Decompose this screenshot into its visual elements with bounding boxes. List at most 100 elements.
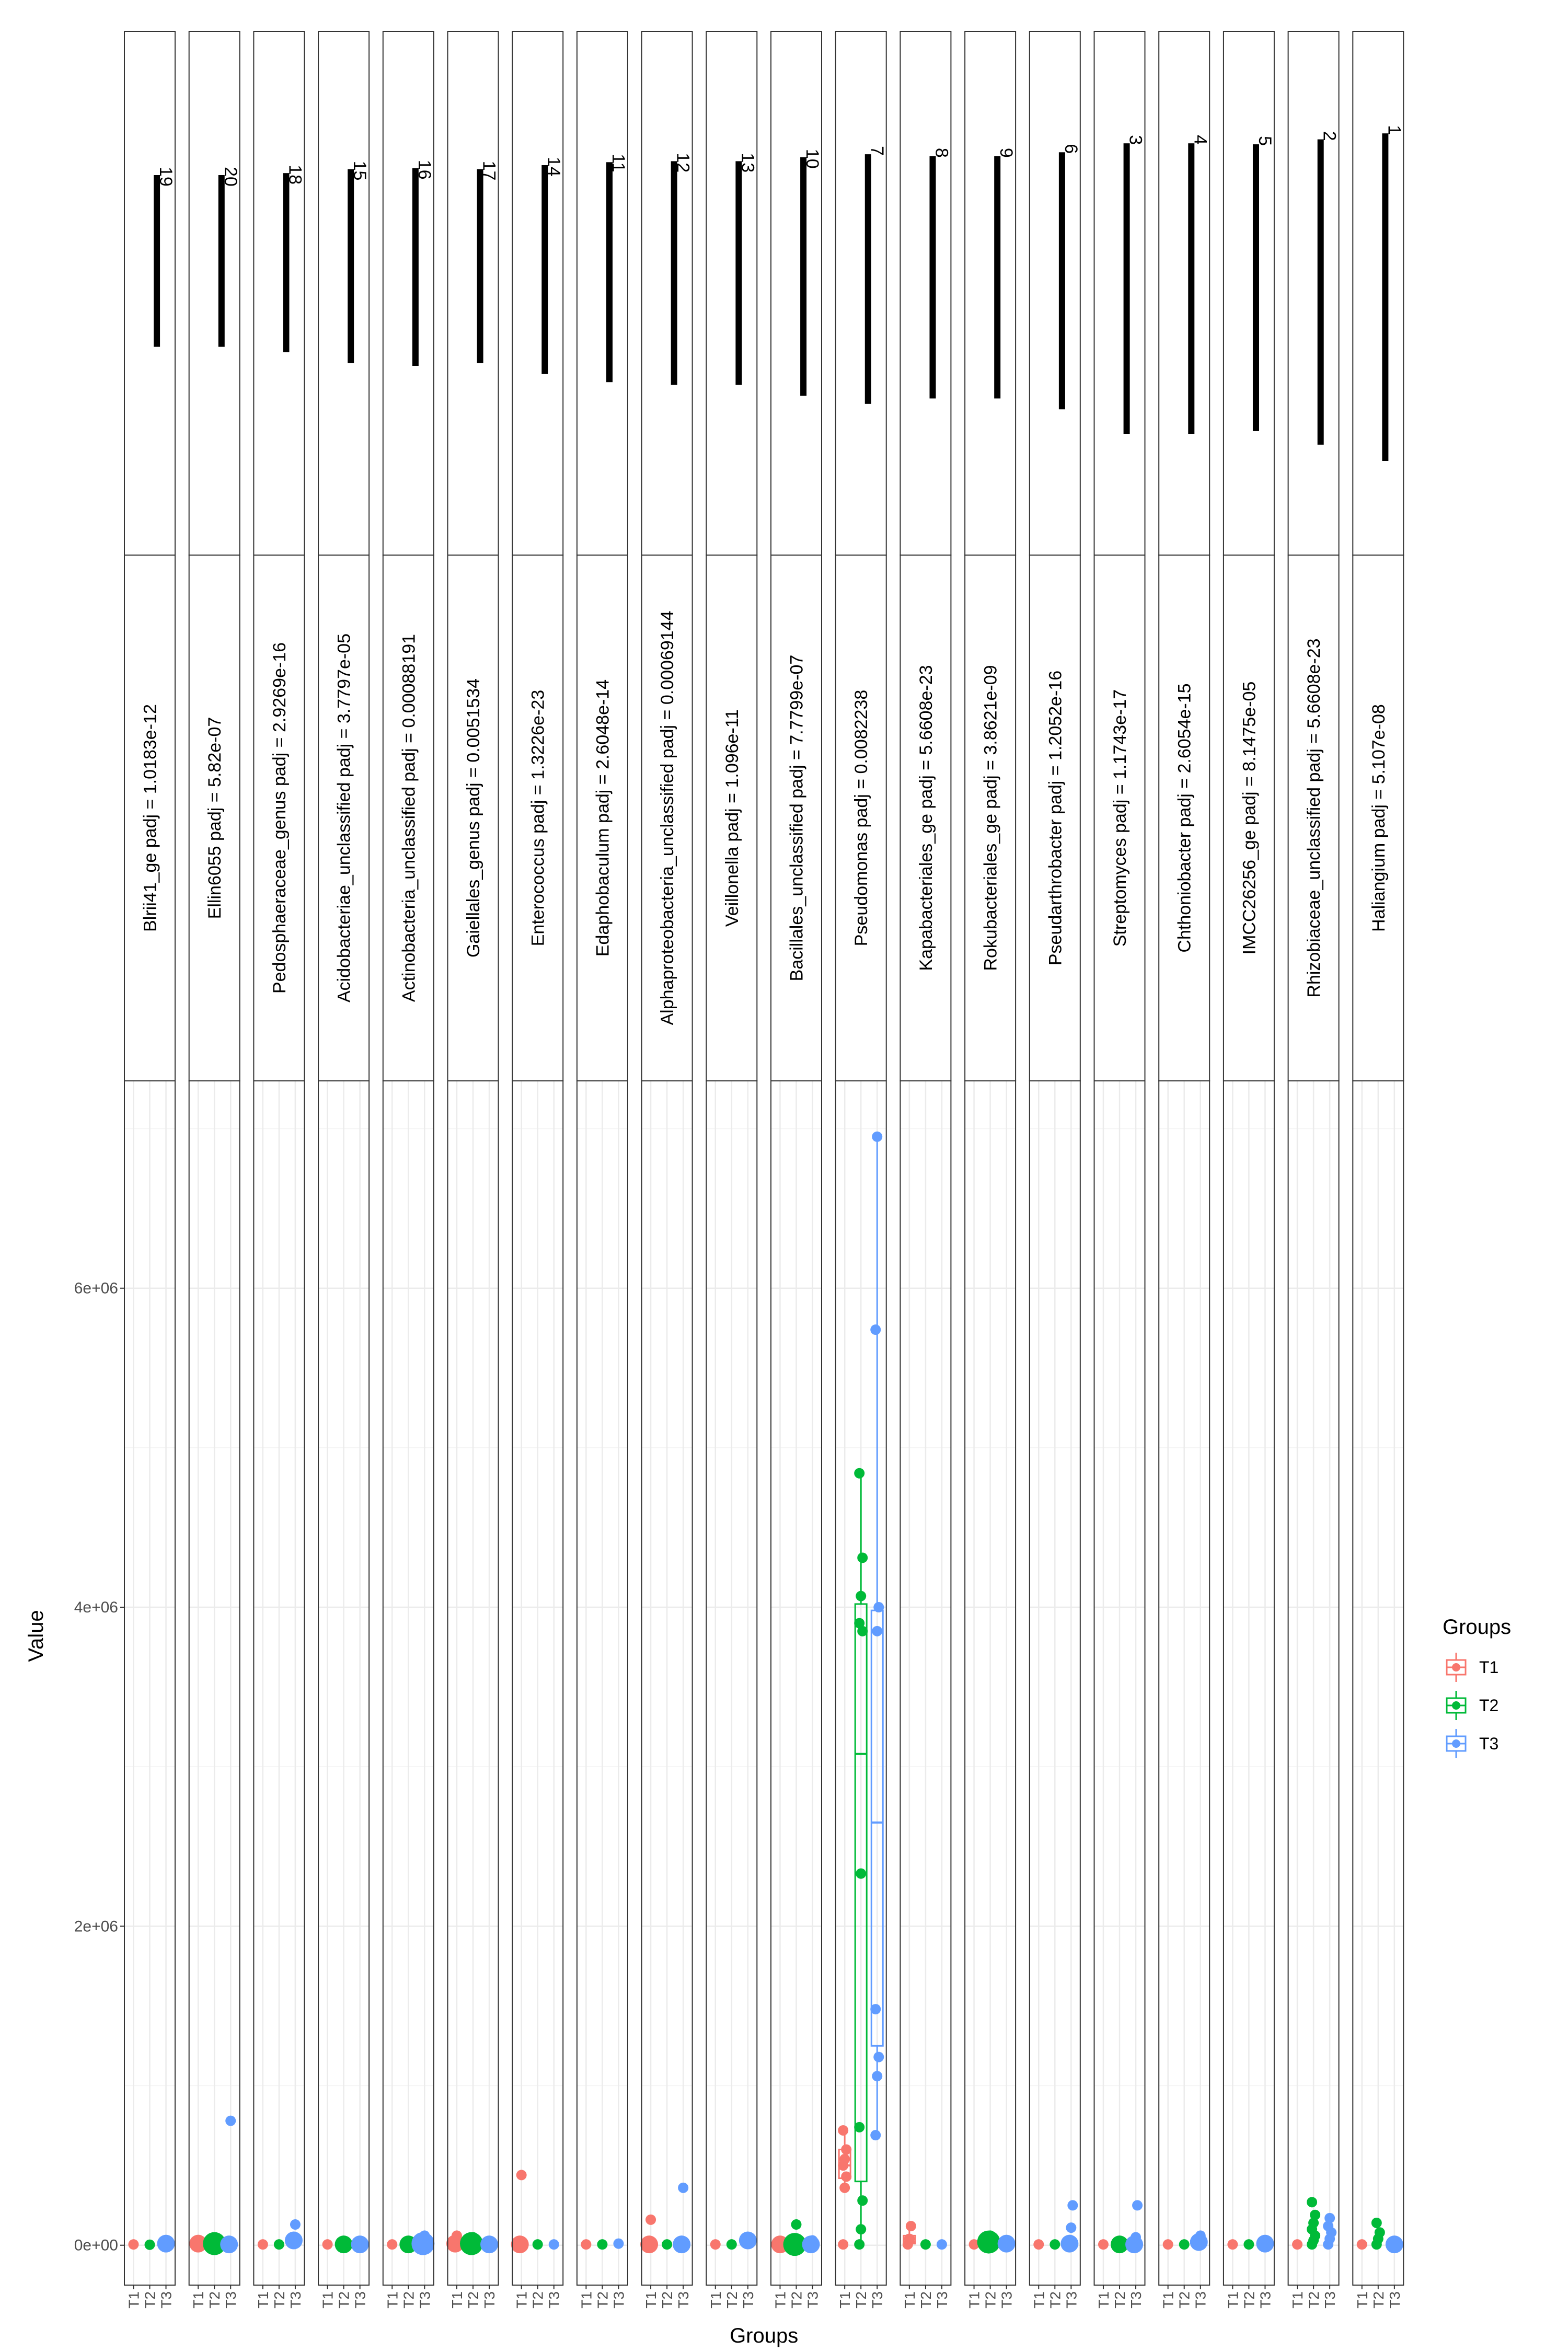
rank-label: 8: [931, 148, 951, 158]
legend: Groups T1 T2 T3: [1443, 1616, 1511, 1758]
rank-bar: [994, 156, 1001, 399]
rank-strip: [1352, 31, 1404, 556]
x-tick-label: T1: [1225, 2291, 1241, 2309]
data-point: [451, 2230, 462, 2241]
facet-panel: 11 Edaphobaculum padj = 2.6048e-14 T1 T2 T3: [576, 31, 628, 2309]
rank-strip: [382, 31, 434, 556]
label-strip: [447, 555, 499, 1081]
data-point: [273, 2239, 284, 2250]
label-strip: [1093, 555, 1146, 1081]
x-tick-label: T3: [1128, 2291, 1144, 2309]
x-tick-label: T3: [481, 2291, 498, 2309]
rank-bar: [218, 175, 225, 347]
x-tick-label: T1: [902, 2291, 918, 2309]
rank-bar: [1058, 152, 1065, 410]
data-point: [387, 2239, 398, 2250]
x-tick-label: T1: [578, 2291, 594, 2309]
data-point: [1060, 2234, 1079, 2253]
facet-panel: 10 Bacillales_unclassified padj = 7.7799e…: [770, 31, 822, 2309]
rank-strip: [1029, 31, 1081, 556]
data-point: [870, 1324, 881, 1335]
rank-bar: [800, 157, 807, 396]
x-tick-label: T2: [336, 2291, 352, 2309]
data-point: [284, 2231, 303, 2250]
x-tick-label: T3: [158, 2291, 175, 2309]
rank-strip: [1287, 31, 1340, 556]
x-tick-label: T1: [966, 2291, 983, 2309]
x-tick-label: T3: [287, 2291, 304, 2309]
label-strip: [964, 555, 1017, 1081]
facet-panel: 20 Ellin6055 padj = 5.82e-07 T1 T2 T3: [188, 31, 240, 2309]
x-tick-label: T1: [837, 2291, 853, 2309]
legend-label: T3: [1479, 1734, 1498, 1753]
facet-panel: 14 Enterococcus padj = 1.3226e-23 T1 T2 T3: [511, 31, 564, 2309]
rank-label: 19: [156, 167, 176, 187]
x-tick-label: T2: [530, 2291, 546, 2309]
label-strip: [512, 555, 564, 1081]
data-point: [838, 2239, 849, 2250]
x-tick-label: T1: [255, 2291, 271, 2309]
data-point: [1179, 2239, 1190, 2250]
data-point: [857, 1552, 868, 1563]
x-tick-label: T1: [190, 2291, 206, 2309]
rank-strip: [188, 31, 240, 556]
data-point: [905, 2221, 916, 2232]
rank-bar: [735, 161, 742, 385]
facet-panel: 15 Acidobacteriae_unclassified padj = 3.7…: [318, 31, 370, 2309]
rank-label: 15: [350, 161, 370, 181]
data-point: [710, 2239, 721, 2250]
data-point: [985, 2230, 996, 2241]
rank-strip: [512, 31, 564, 556]
label-strip: [770, 555, 822, 1081]
facet-label: Gaiellales_genus padj = 0.0051534: [464, 678, 483, 958]
y-tick-label: 6e+06: [74, 1280, 118, 1297]
legend-key-point: [1452, 1701, 1460, 1710]
data-point: [1111, 2235, 1128, 2254]
data-point: [856, 2224, 867, 2235]
rank-bar: [154, 175, 160, 347]
x-tick-label: T1: [1031, 2291, 1047, 2309]
label-strip: [1029, 555, 1081, 1081]
data-point: [841, 2144, 852, 2155]
rank-label: 11: [608, 154, 628, 172]
data-point: [1310, 2209, 1321, 2220]
data-point: [856, 1868, 867, 1879]
x-tick-label: T3: [675, 2291, 691, 2309]
rank-label: 7: [867, 146, 887, 156]
rank-label: 14: [544, 157, 563, 177]
x-tick-label: T2: [1241, 2291, 1257, 2309]
facet-label: Pedosphaeraceae_genus padj = 2.9269e-16: [270, 642, 290, 994]
rank-strip: [706, 31, 758, 556]
x-tick-label: T3: [1257, 2291, 1273, 2309]
facet-label: Blrii41_ge padj = 1.0183e-12: [141, 704, 160, 932]
data-point: [645, 2214, 656, 2225]
x-tick-label: T1: [708, 2291, 724, 2309]
legend-title: Groups: [1443, 1616, 1511, 1639]
data-point: [739, 2231, 757, 2250]
facet-panel: 13 Veillonella padj = 1.096e-11 T1 T2 T3: [706, 31, 757, 2309]
label-strip: [253, 555, 305, 1081]
facet-label: Rokubacteriales_ge padj = 3.8621e-09: [981, 665, 1001, 971]
data-point: [1131, 2232, 1142, 2243]
x-tick-label: T2: [400, 2291, 417, 2309]
data-point: [1227, 2239, 1238, 2250]
data-point: [1324, 2212, 1335, 2223]
rank-label: 4: [1190, 135, 1210, 145]
x-tick-label: T2: [142, 2291, 158, 2309]
x-tick-label: T3: [546, 2291, 562, 2309]
rank-label: 9: [996, 148, 1016, 158]
x-tick-label: T1: [1354, 2291, 1370, 2309]
data-point: [873, 2051, 884, 2062]
rank-bar: [348, 169, 354, 363]
data-point: [873, 1602, 884, 1613]
data-point: [511, 2235, 529, 2254]
x-tick-label: T1: [1160, 2291, 1177, 2309]
data-point: [1374, 2227, 1385, 2238]
rank-strip: [641, 31, 693, 556]
data-point: [1256, 2234, 1274, 2253]
data-point: [838, 2125, 849, 2136]
x-tick-label: T3: [223, 2291, 239, 2309]
data-point: [870, 2130, 881, 2141]
